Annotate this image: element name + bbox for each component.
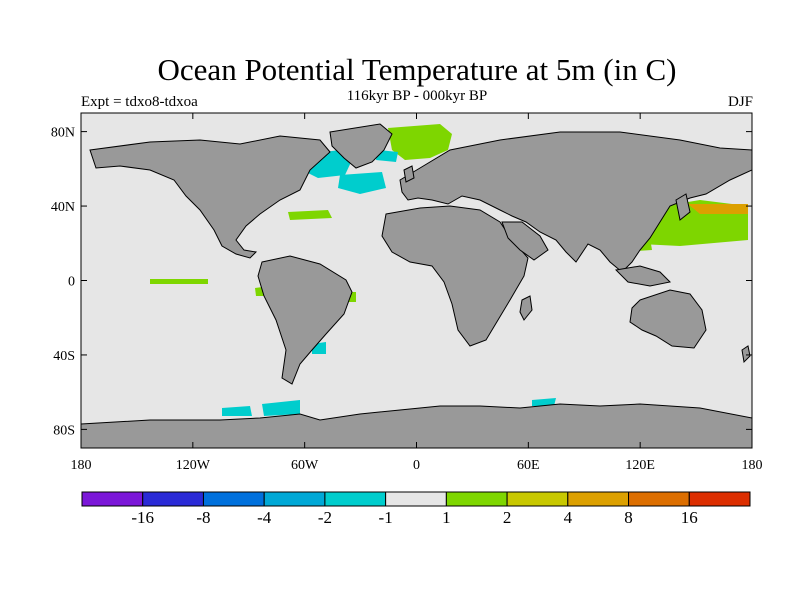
- maritime-continent: [614, 265, 672, 287]
- lon-tick-label: 180: [742, 458, 763, 473]
- map-subtitle: 116kyr BP - 000kyr BP: [346, 88, 488, 104]
- experiment-label: Expt = tdxo8-tdxoa: [81, 94, 198, 110]
- colorbar-swatch: [81, 491, 144, 507]
- colorbar-swatch: [628, 491, 690, 507]
- north-america: [89, 135, 331, 259]
- lat-tick-label: 40S: [53, 349, 75, 364]
- colorbar-swatch: [202, 491, 265, 507]
- arabia: [501, 221, 549, 261]
- colorbar: [81, 491, 751, 507]
- madagascar: [519, 295, 533, 321]
- colorbar-swatch: [263, 491, 326, 507]
- colorbar-label: -16: [131, 508, 154, 527]
- colorbar-label: 2: [503, 508, 512, 527]
- longitude-axis: 180 120W 60W 0 60E 120E 180: [71, 113, 763, 473]
- lon-tick-label: 0: [413, 458, 420, 473]
- colorbar-swatch: [567, 491, 630, 507]
- colorbar-label: -4: [257, 508, 272, 527]
- colorbar-label: 4: [564, 508, 573, 527]
- latitude-axis: 80N 40N 0 40S 80S: [51, 126, 752, 438]
- lat-tick-label: 0: [68, 275, 75, 290]
- lon-tick-label: 120W: [176, 458, 211, 473]
- colorbar-swatch: [324, 491, 387, 507]
- colorbar-label: 16: [681, 508, 698, 527]
- land-masses: [81, 123, 752, 448]
- colorbar-swatch: [688, 491, 751, 507]
- south-america: [257, 255, 353, 385]
- colorbar-swatch: [142, 491, 204, 507]
- lon-tick-label: 180: [71, 458, 92, 473]
- colorbar-swatch: [506, 491, 569, 507]
- lat-tick-label: 80S: [53, 423, 75, 438]
- colorbar-swatch: [385, 491, 447, 507]
- new-zealand: [741, 345, 751, 364]
- antarctica: [81, 403, 752, 448]
- british-isles: [403, 165, 415, 183]
- australia: [629, 289, 707, 349]
- lat-tick-label: 40N: [51, 200, 75, 215]
- season-label: DJF: [727, 94, 753, 110]
- lat-tick-label: 80N: [51, 126, 75, 141]
- colorbar-swatch: [445, 491, 508, 507]
- lon-tick-label: 60W: [291, 458, 319, 473]
- lon-tick-label: 120E: [625, 458, 655, 473]
- colorbar-label: -1: [379, 508, 393, 527]
- colorbar-label: 8: [624, 508, 633, 527]
- africa: [381, 205, 529, 347]
- lon-tick-label: 60E: [517, 458, 540, 473]
- colorbar-label: -2: [318, 508, 332, 527]
- colorbar-label: 1: [442, 508, 451, 527]
- japan: [675, 193, 691, 221]
- greenland: [329, 123, 393, 169]
- colorbar-label: -8: [196, 508, 210, 527]
- colorbar-labels: -16 -8 -4 -2 -1 1 2 4 8 16: [131, 508, 697, 527]
- map-title: Ocean Potential Temperature at 5m (in C): [157, 52, 677, 87]
